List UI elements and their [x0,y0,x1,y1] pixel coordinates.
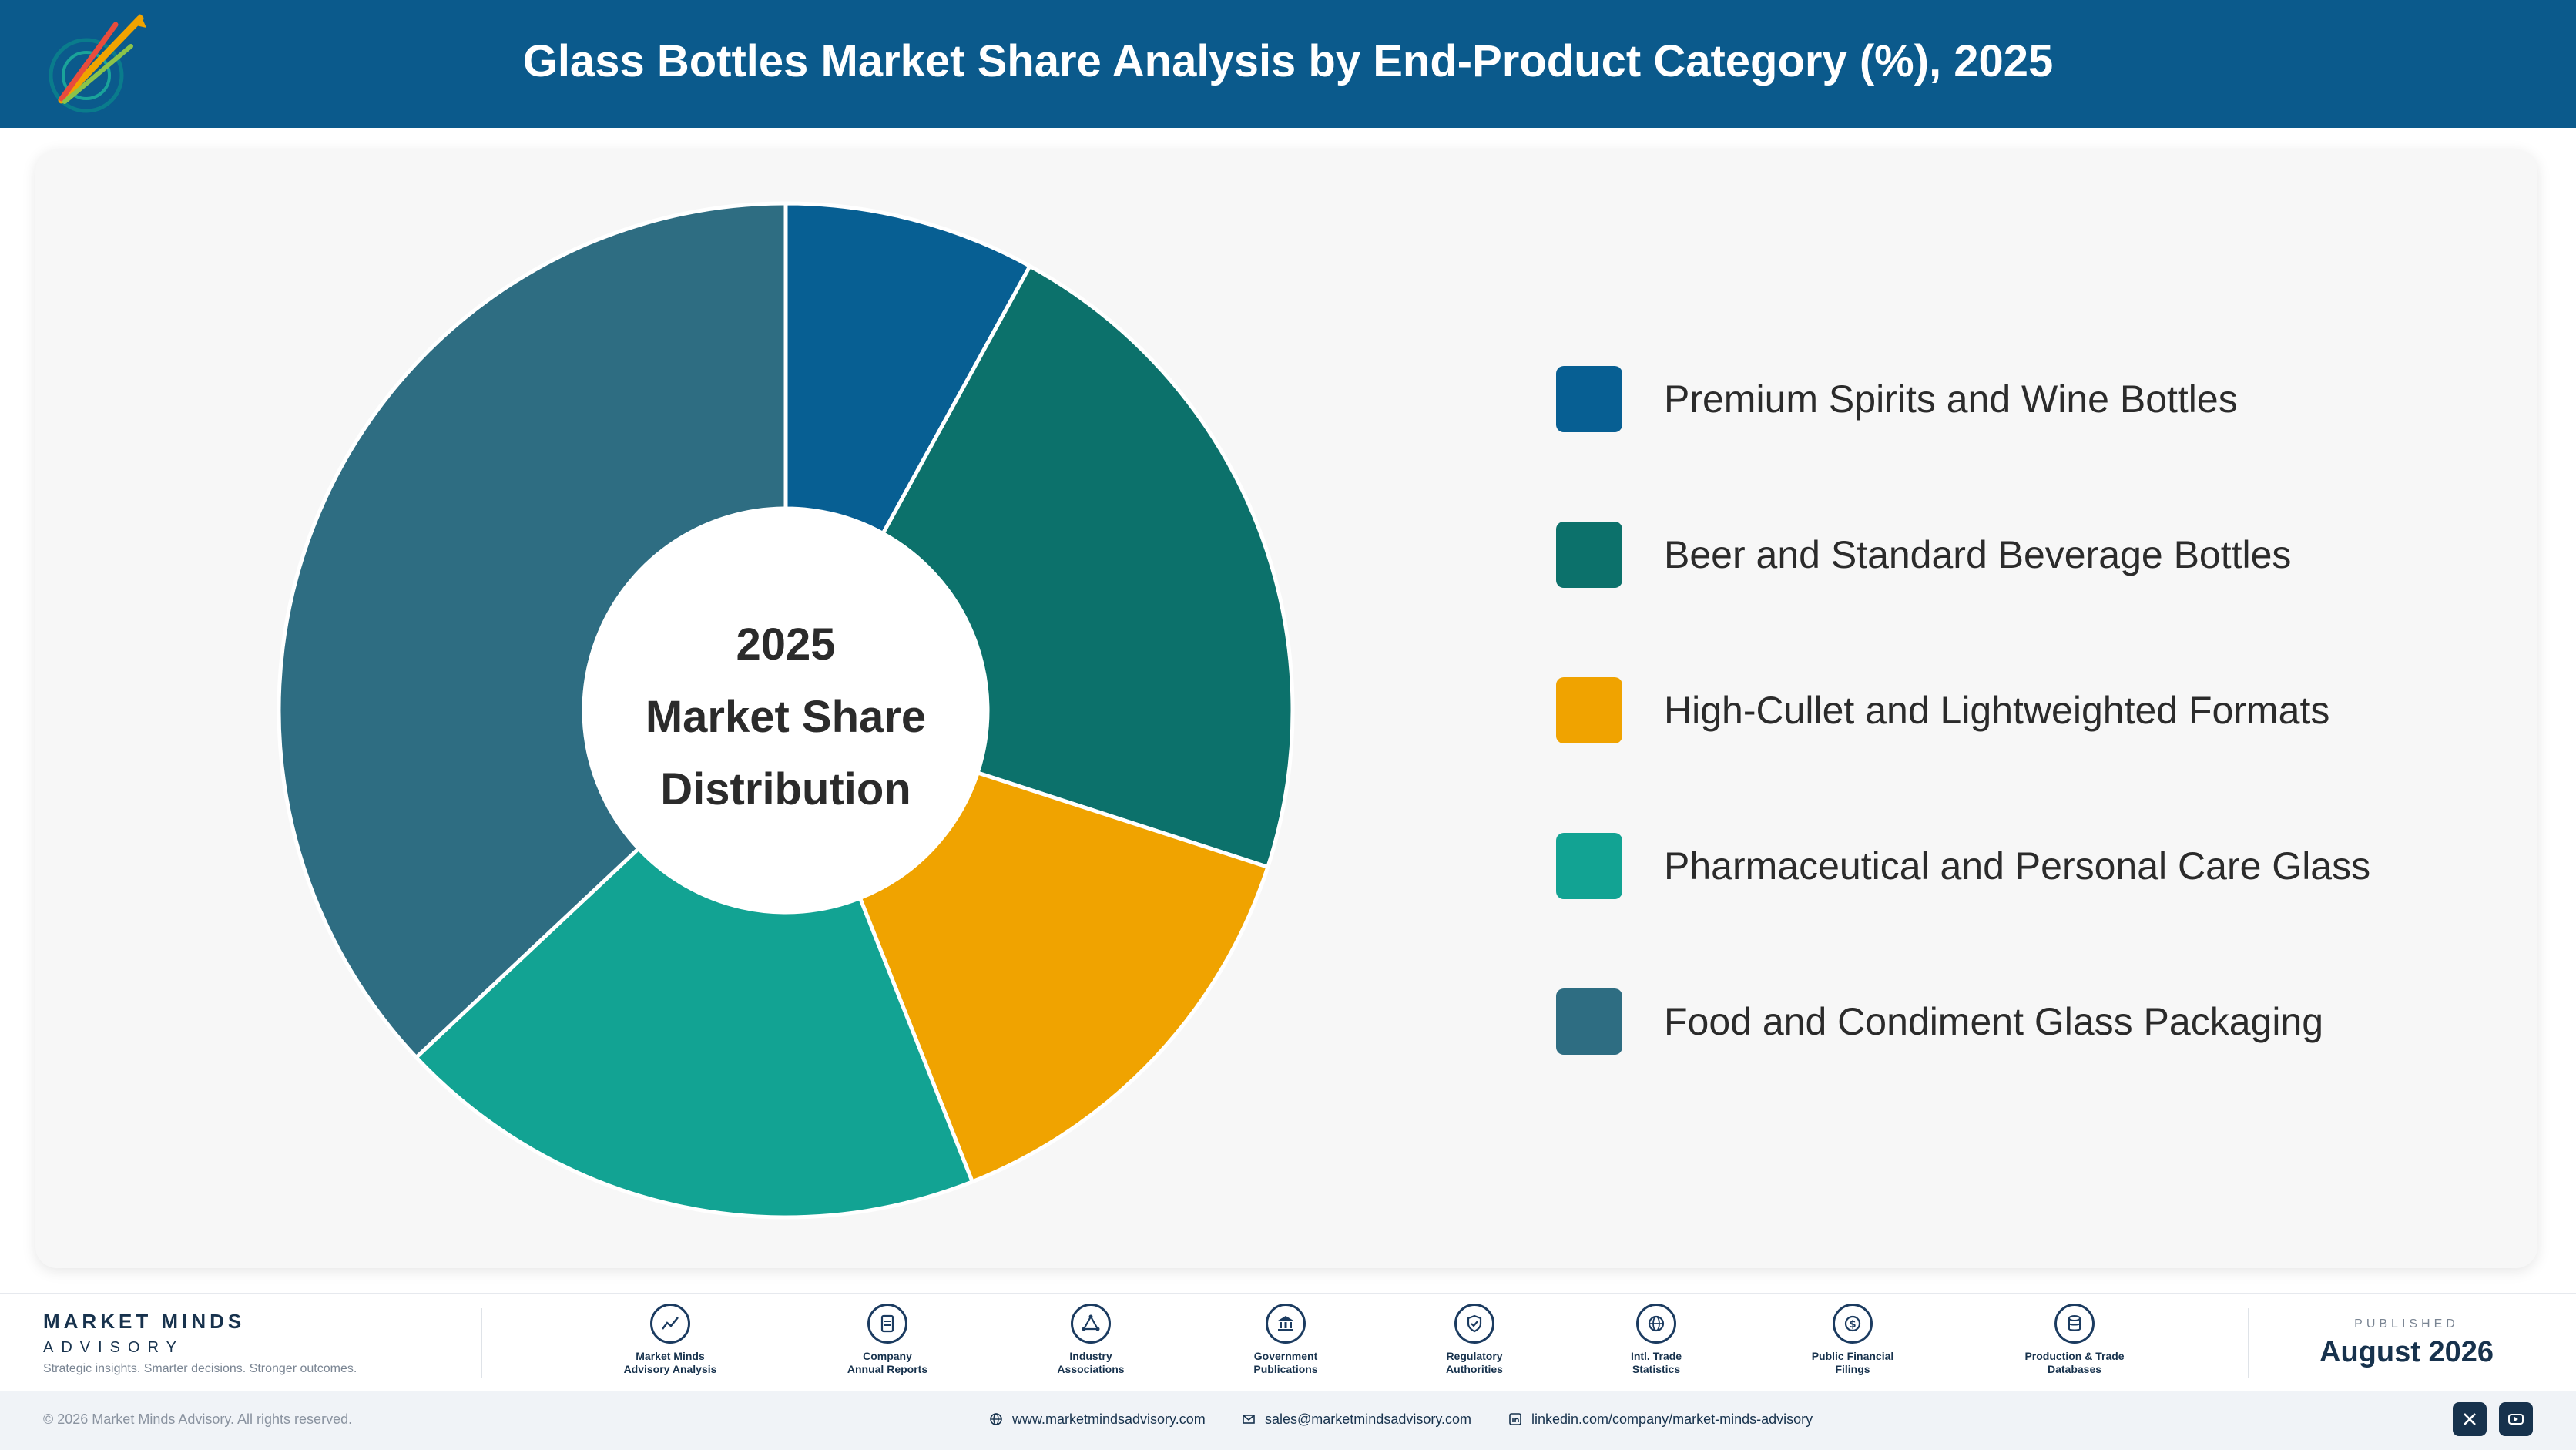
source-item: Intl. Trade Statistics [1579,1304,1733,1376]
footer-divider [2248,1308,2249,1378]
youtube-icon [2508,1414,2524,1425]
legend-swatch [1556,988,1622,1055]
legend-item: Beer and Standard Beverage Bottles [1556,522,2480,588]
email-link[interactable]: sales@marketmindsadvisory.com [1242,1411,1471,1428]
source-item: Government Publications [1209,1304,1363,1376]
legend-swatch [1556,833,1622,899]
page-title: Glass Bottles Market Share Analysis by E… [522,36,2054,86]
footer: MARKET MINDS ADVISORY Strategic insights… [0,1293,2576,1391]
x-logo-icon [2464,1413,2476,1425]
network-icon [1071,1304,1111,1344]
source-label: Market Minds Advisory Analysis [623,1350,717,1375]
source-label: Production & Trade Databases [2024,1350,2125,1375]
x-social-button[interactable] [2453,1402,2487,1436]
source-label: Public Financial Filings [1811,1350,1894,1375]
dollar-coin-icon: $ [1833,1304,1873,1344]
email-text: sales@marketmindsadvisory.com [1265,1411,1472,1427]
donut-hole [584,509,988,912]
database-icon [2054,1304,2095,1344]
source-item: $ Public Financial Filings [1776,1304,1930,1376]
source-item: Regulatory Authorities [1397,1304,1551,1376]
website-link[interactable]: www.marketmindsadvisory.com [989,1411,1206,1428]
legend-swatch [1556,677,1622,743]
published-label: PUBLISHED [2354,1317,2459,1331]
brand-subtitle: ADVISORY [43,1339,184,1356]
legend-label: High-Cullet and Lightweighted Formats [1664,689,2330,732]
linkedin-icon [1509,1413,1521,1425]
shield-check-icon [1454,1304,1494,1344]
source-label: Intl. Trade Statistics [1630,1350,1682,1375]
legend-swatch [1556,366,1622,432]
legend-label: Premium Spirits and Wine Bottles [1664,378,2238,421]
footer-divider [481,1308,482,1378]
center-label-line-2: Market Share [645,692,927,742]
legend-item: High-Cullet and Lightweighted Formats [1556,677,2480,743]
document-icon [867,1304,907,1344]
legend-item: Pharmaceutical and Personal Care Glass [1556,833,2480,899]
copyright-text: © 2026 Market Minds Advisory. All rights… [43,1411,353,1427]
youtube-social-button[interactable] [2499,1402,2533,1436]
government-building-icon [1266,1304,1306,1344]
source-item: Market Minds Advisory Analysis [593,1304,747,1376]
globe-icon [990,1413,1002,1425]
svg-text:$: $ [1849,1319,1856,1331]
source-label: Industry Associations [1057,1350,1125,1375]
globe-icon [1636,1304,1676,1344]
chart-line-icon [650,1304,690,1344]
source-label: Government Publications [1253,1350,1318,1375]
legend-label: Pharmaceutical and Personal Care Glass [1664,844,2371,888]
brand-name: MARKET MINDS [43,1310,246,1333]
source-item: Industry Associations [1014,1304,1168,1376]
source-label: Company Annual Reports [847,1350,928,1375]
center-label-line-3: Distribution [660,764,911,814]
source-item: Company Annual Reports [810,1304,964,1376]
company-logo-icon [49,14,146,113]
linkedin-text: linkedin.com/company/market-minds-adviso… [1531,1411,1813,1427]
mail-icon [1243,1415,1255,1424]
legend-item: Food and Condiment Glass Packaging [1556,988,2480,1055]
legend-item: Premium Spirits and Wine Bottles [1556,366,2480,432]
bottom-bar: © 2026 Market Minds Advisory. All rights… [0,1391,2576,1450]
donut-center-label: 2025 Market Share Distribution [632,609,940,826]
source-label: Regulatory Authorities [1446,1350,1503,1375]
brand-tagline: Strategic insights. Smarter decisions. S… [43,1362,357,1375]
linkedin-link[interactable]: linkedin.com/company/market-minds-adviso… [1508,1411,1813,1428]
legend-swatch [1556,522,1622,588]
source-item: Production & Trade Databases [1997,1304,2152,1376]
legend-label: Food and Condiment Glass Packaging [1664,1000,2324,1043]
published-date: August 2026 [2319,1336,2494,1368]
legend-label: Beer and Standard Beverage Bottles [1664,533,2292,576]
center-label-line-1: 2025 [736,619,836,670]
header-bar: Glass Bottles Market Share Analysis by E… [0,0,2576,128]
website-text: www.marketmindsadvisory.com [1012,1411,1206,1427]
